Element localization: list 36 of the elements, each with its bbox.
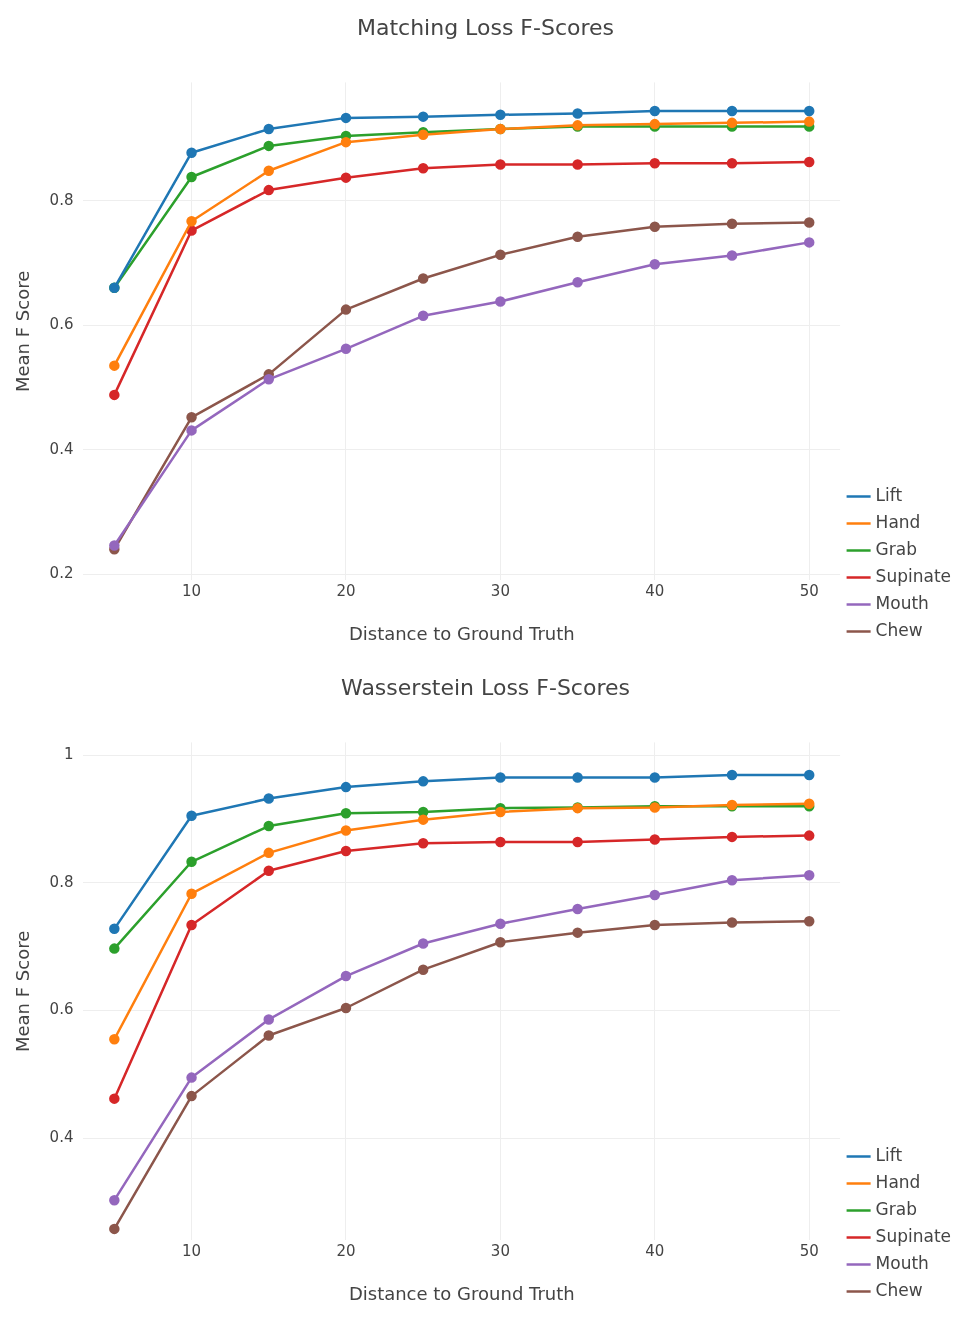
x-tick-label: 20 xyxy=(336,1242,356,1261)
legend-label: Chew xyxy=(875,1279,923,1300)
y-tick-label: 0.4 xyxy=(49,439,74,458)
chart-title: Matching Loss F-Scores xyxy=(356,14,615,40)
chart-title: Wasserstein Loss F-Scores xyxy=(341,674,630,700)
legend-label: Grab xyxy=(875,538,917,559)
legend-label: Hand xyxy=(875,511,921,532)
legend-label: Supinate xyxy=(875,565,952,586)
y-axis-title: Mean F Score xyxy=(12,930,34,1053)
x-tick-label: 10 xyxy=(182,582,202,601)
x-tick-label: 10 xyxy=(182,1242,202,1261)
legend-label: Lift xyxy=(875,1144,903,1165)
y-axis-title: Mean F Score xyxy=(12,270,34,393)
legend-label: Mouth xyxy=(875,1252,929,1273)
y-tick-label: 0.8 xyxy=(49,872,74,891)
x-tick-label: 40 xyxy=(645,1242,665,1261)
x-tick-label: 20 xyxy=(336,582,356,601)
x-tick-label: 30 xyxy=(490,1242,510,1261)
y-tick-label: 1 xyxy=(63,745,74,764)
x-tick-label: 50 xyxy=(799,582,819,601)
y-tick-label: 0.6 xyxy=(49,1000,74,1019)
y-tick-label: 0.6 xyxy=(49,315,74,334)
x-tick-label: 40 xyxy=(645,582,665,601)
legend-label: Chew xyxy=(875,619,923,640)
y-tick-label: 0.2 xyxy=(49,564,74,583)
legend-label: Hand xyxy=(875,1171,921,1192)
x-axis-title: Distance to Ground Truth xyxy=(348,1282,575,1304)
x-tick-label: 30 xyxy=(490,582,510,601)
y-tick-label: 0.8 xyxy=(49,190,74,209)
x-axis-title: Distance to Ground Truth xyxy=(348,622,575,644)
y-tick-label: 0.4 xyxy=(49,1128,74,1147)
legend-label: Lift xyxy=(875,484,903,505)
legend-label: Mouth xyxy=(875,592,929,613)
legend-label: Grab xyxy=(875,1198,917,1219)
x-tick-label: 50 xyxy=(799,1242,819,1261)
legend-label: Supinate xyxy=(875,1225,952,1246)
